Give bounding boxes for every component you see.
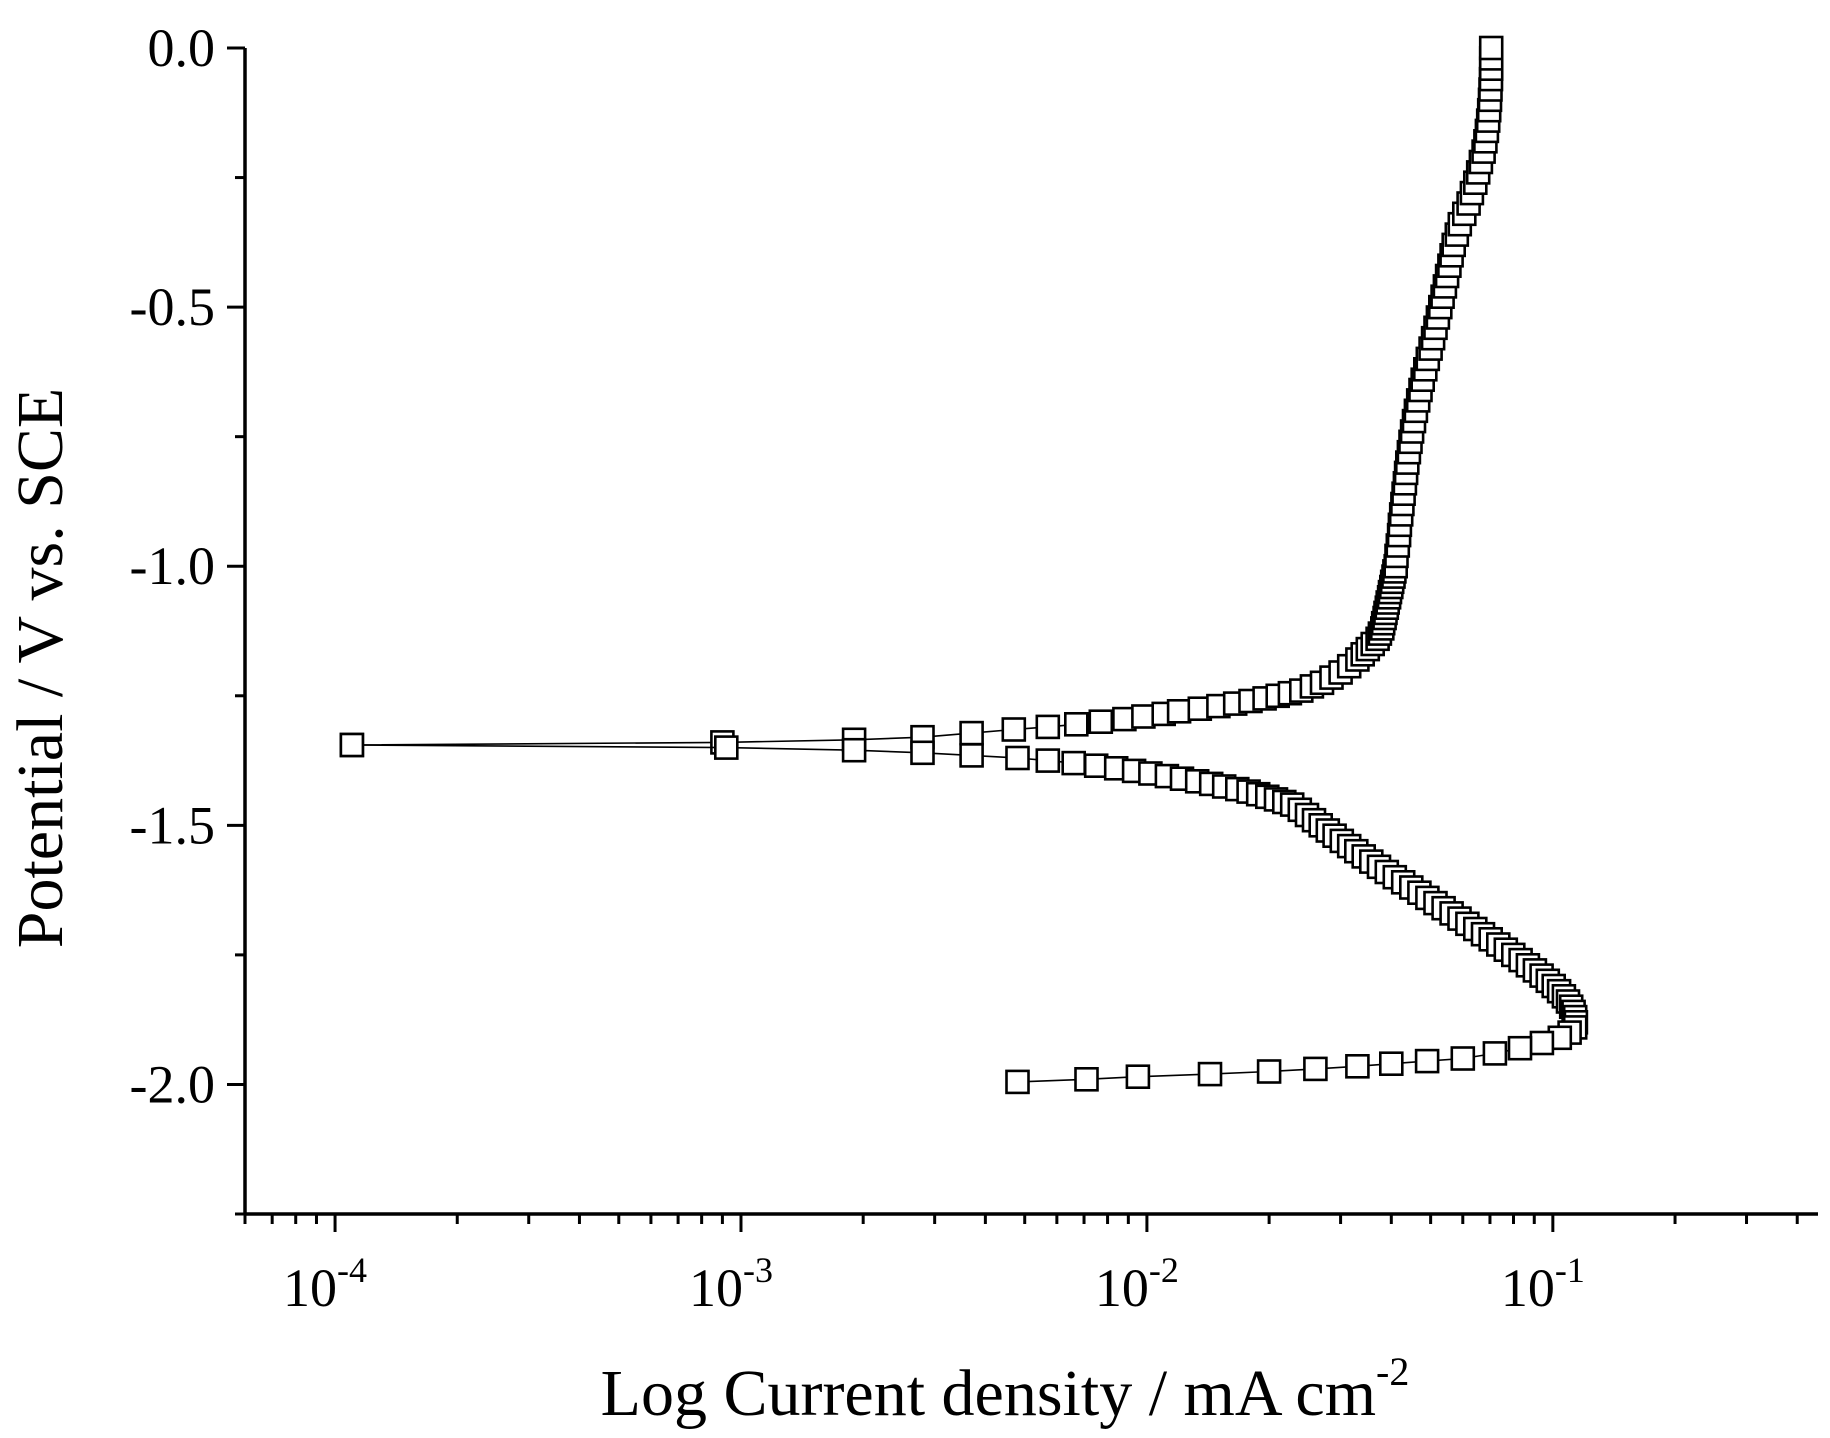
y-tick-label: -2.0 xyxy=(130,1054,215,1114)
data-point-square xyxy=(713,735,739,760)
x-axis-title: Log Current density / mA cm-2 xyxy=(601,1349,1410,1430)
data-point-square xyxy=(1345,1054,1370,1079)
data-point-square xyxy=(1507,1035,1533,1061)
data-point-square xyxy=(1035,714,1061,740)
data-point-square xyxy=(1088,709,1114,735)
data-point-square xyxy=(1061,750,1086,776)
x-tick-label: 10-2 xyxy=(1095,1250,1179,1318)
data-point-square xyxy=(1197,1061,1223,1087)
y-tick-label: 0.0 xyxy=(148,18,216,78)
data-point-square xyxy=(1256,1059,1282,1084)
x-tick-label: 10-3 xyxy=(689,1250,773,1318)
data-point-square xyxy=(1379,1051,1404,1076)
y-axis-title: Potential / V vs. SCE xyxy=(4,388,77,948)
x-tick-label: 10-1 xyxy=(1501,1250,1585,1318)
data-point-square xyxy=(1529,1030,1555,1056)
series-2-line xyxy=(351,744,1577,1083)
data-point-square xyxy=(339,732,365,758)
data-point-square xyxy=(1083,753,1109,779)
data-point-square xyxy=(910,740,935,766)
data-point-square xyxy=(1001,717,1027,742)
data-point-square xyxy=(1064,711,1089,737)
y-tick-label: -0.5 xyxy=(130,277,215,337)
data-point-square xyxy=(1303,1056,1328,1082)
series-1-line xyxy=(351,48,1492,746)
axes-layer xyxy=(243,48,1818,1216)
data-point-square xyxy=(1074,1067,1099,1092)
data-point-square xyxy=(1125,1064,1151,1089)
data-point-square xyxy=(1450,1046,1476,1071)
data-point-square xyxy=(1035,748,1061,773)
ticks-layer: 0.0 -0.5 -1.0 -1.5 -2.0 10-4 10-3 10-2 10-1 xyxy=(130,18,1799,1318)
data-point-square xyxy=(959,720,984,746)
data-point-square xyxy=(1131,704,1156,729)
data-point-square xyxy=(1166,698,1192,724)
series-layer xyxy=(339,35,1589,1095)
data-point-square xyxy=(1005,1069,1030,1095)
y-tick-label: -1.5 xyxy=(130,795,215,855)
x-tick-label: 10-4 xyxy=(283,1250,367,1318)
data-point-square xyxy=(1482,1041,1508,1066)
y-tick-label: -1.0 xyxy=(130,536,215,596)
data-point-square xyxy=(1414,1048,1440,1074)
data-point-square xyxy=(1478,35,1504,61)
data-point-square xyxy=(841,737,867,763)
data-point-square xyxy=(1005,745,1030,771)
data-point-square xyxy=(959,743,984,768)
